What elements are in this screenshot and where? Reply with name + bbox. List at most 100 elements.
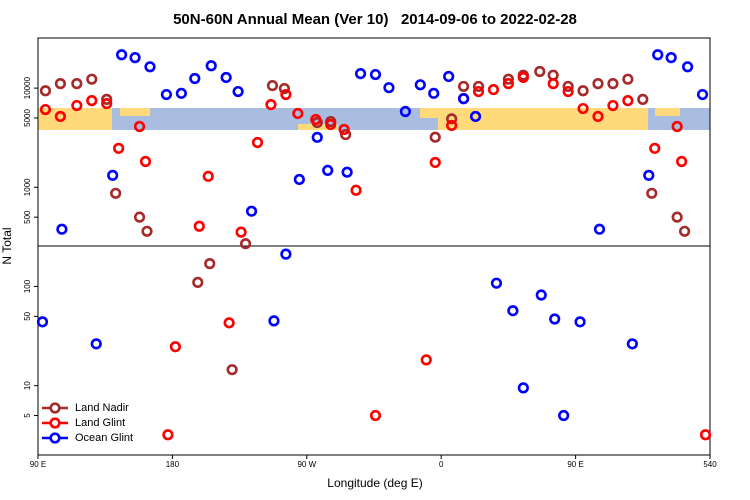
point	[502, 78, 515, 90]
point	[278, 82, 291, 95]
point	[239, 238, 252, 250]
map-band	[38, 108, 710, 130]
point	[268, 315, 280, 327]
point	[189, 72, 201, 85]
point	[446, 113, 458, 125]
chart-title: 50N-60N Annual Mean (Ver 10) 2014-09-06 …	[173, 11, 577, 28]
point	[175, 87, 187, 99]
land-patch	[420, 108, 438, 118]
point	[36, 316, 49, 328]
point	[354, 68, 367, 80]
legend-label: Ocean Glint	[75, 432, 133, 444]
x-tick-label: 90 E	[30, 460, 46, 469]
point	[443, 70, 455, 83]
point	[116, 49, 128, 61]
point	[110, 187, 122, 199]
point	[592, 110, 604, 123]
x-tick-label: 180	[166, 460, 180, 469]
point	[428, 87, 440, 99]
point	[160, 88, 173, 101]
point	[696, 88, 709, 101]
point	[665, 52, 677, 64]
point	[558, 409, 570, 422]
point	[350, 184, 362, 196]
point	[204, 258, 216, 270]
point	[637, 93, 649, 105]
point	[626, 338, 638, 350]
point	[133, 120, 146, 133]
point	[646, 187, 658, 199]
y-tick-label: 50	[23, 311, 32, 320]
y-tick-label: 1000	[23, 178, 32, 196]
point	[266, 79, 279, 92]
point	[311, 131, 323, 143]
point	[458, 80, 470, 93]
point	[535, 289, 547, 301]
point	[54, 78, 67, 90]
land-patch	[655, 108, 680, 116]
x-axis-label: Longitude (deg E)	[327, 476, 422, 490]
land-patch	[120, 108, 150, 116]
point	[280, 88, 292, 101]
point	[280, 248, 292, 260]
point	[369, 409, 382, 422]
point	[446, 119, 458, 132]
point	[472, 85, 485, 98]
point	[133, 211, 146, 223]
legend-label: Land Glint	[75, 417, 125, 429]
point	[383, 82, 395, 94]
point	[56, 223, 68, 235]
point	[679, 225, 691, 237]
y-tick-label: 5	[23, 413, 32, 418]
point	[39, 85, 52, 97]
point	[671, 211, 683, 223]
point	[139, 155, 152, 168]
point	[547, 78, 559, 90]
legend-marker	[49, 402, 61, 414]
y-tick-label: 10000	[23, 76, 32, 99]
point	[226, 364, 238, 376]
point	[325, 118, 337, 131]
y-tick-label: 500	[23, 210, 32, 224]
y-tick-label: 10	[23, 381, 32, 390]
point	[71, 99, 83, 112]
point	[292, 107, 304, 120]
point	[607, 99, 619, 112]
point	[340, 128, 352, 141]
point	[235, 226, 247, 238]
point	[458, 93, 470, 105]
point	[338, 123, 350, 136]
point	[265, 98, 277, 111]
point	[622, 95, 634, 107]
point	[681, 61, 694, 73]
point	[245, 205, 258, 217]
point	[251, 136, 264, 149]
point	[220, 71, 232, 84]
y-tick-label: 5000	[23, 109, 32, 127]
point	[472, 80, 485, 93]
x-tick-label: 0	[439, 460, 444, 469]
point	[502, 73, 515, 85]
point	[141, 225, 153, 237]
x-tick-label: 90 E	[567, 460, 583, 469]
point	[429, 156, 441, 169]
point	[322, 164, 334, 177]
point	[699, 429, 712, 441]
point	[577, 102, 589, 115]
point	[574, 316, 586, 328]
point	[86, 95, 98, 107]
point	[593, 223, 606, 235]
point	[107, 169, 119, 181]
y-tick-label: 100	[23, 279, 32, 293]
point	[205, 60, 217, 72]
point	[622, 73, 634, 85]
point	[369, 68, 382, 81]
x-tick-label: 90 W	[297, 460, 316, 469]
point	[293, 173, 305, 186]
point	[469, 110, 482, 123]
point	[129, 52, 141, 64]
point	[192, 276, 204, 288]
point	[652, 49, 664, 61]
point	[71, 78, 83, 90]
point	[202, 170, 214, 182]
